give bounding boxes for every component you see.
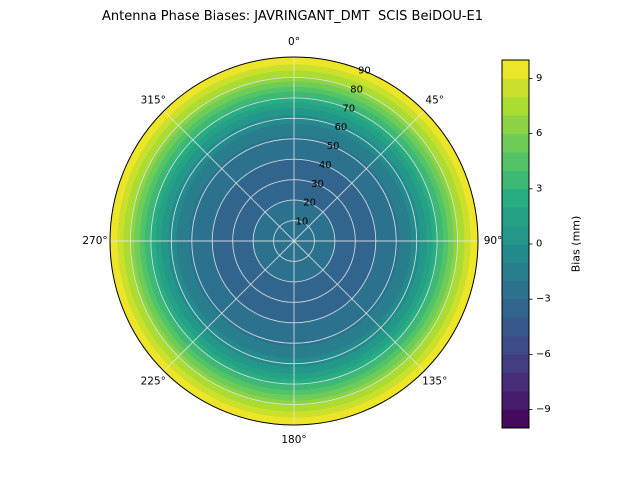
radial-label: 80 [350,84,363,95]
colorbar-band [502,207,529,226]
colorbar-band [502,170,529,190]
theta-tick-labels: 0° 45° 90° 135° 180° 225° 270° 315° [82,36,502,446]
theta-label: 0° [288,36,300,48]
grid-spoke [293,240,425,372]
polar-grid [110,57,478,425]
theta-label: 45° [425,94,444,106]
colorbar-band [502,96,529,116]
colorbar-label: Bias (mm) [570,216,583,273]
colorbar-band [502,152,529,171]
radial-label: 10 [295,217,308,228]
theta-label: 225° [141,376,166,388]
radial-label: 60 [335,122,348,133]
radial-label: 30 [311,179,324,190]
colorbar-band [502,244,529,263]
colorbar-tick-label: 9 [536,73,542,84]
theta-label: 90° [484,235,503,247]
colorbar-band [502,225,529,245]
radial-label: 50 [327,141,340,152]
colorbar-band [502,60,529,79]
colorbar-tick-label: 3 [536,183,542,194]
colorbar [501,59,530,429]
grid-spoke [163,110,295,242]
colorbar-band [502,299,529,318]
theta-label: 270° [82,235,107,247]
colorbar-band [502,115,529,134]
colorbar-tick-label: −3 [536,294,551,305]
colorbar-band [502,391,529,410]
colorbar-tick-label: −6 [536,349,551,360]
colorbar-tick-label: 0 [536,239,542,250]
theta-label: 135° [422,376,447,388]
theta-label: 315° [141,94,166,106]
chart-title: Antenna Phase Biases: JAVRINGANT_DMT SCI… [101,9,484,24]
colorbar-band [502,354,529,374]
colorbar-tick-label: 6 [536,128,542,139]
colorbar-band [502,262,529,282]
radial-label: 90 [358,66,371,77]
radial-label: 40 [319,160,332,171]
colorbar-tick-labels: 9 6 3 0 −3 −6 −9 [529,73,551,415]
colorbar-band [502,372,529,392]
colorbar-band [502,78,529,98]
colorbar-band [502,133,529,153]
theta-label: 180° [281,434,306,446]
colorbar-band [502,280,529,300]
colorbar-band [502,409,529,429]
axes-boundary [109,56,479,426]
radial-label: 20 [303,198,316,209]
grid-spoke [163,240,295,372]
colorbar-band [502,317,529,337]
grid-spoke [293,110,425,242]
colorbar-band [502,188,529,208]
radial-label: 70 [342,103,355,114]
radial-tick-labels: 10 20 30 40 50 60 70 80 90 [295,66,370,228]
colorbar-tick-label: −9 [536,404,551,415]
colorbar-band [502,336,529,355]
